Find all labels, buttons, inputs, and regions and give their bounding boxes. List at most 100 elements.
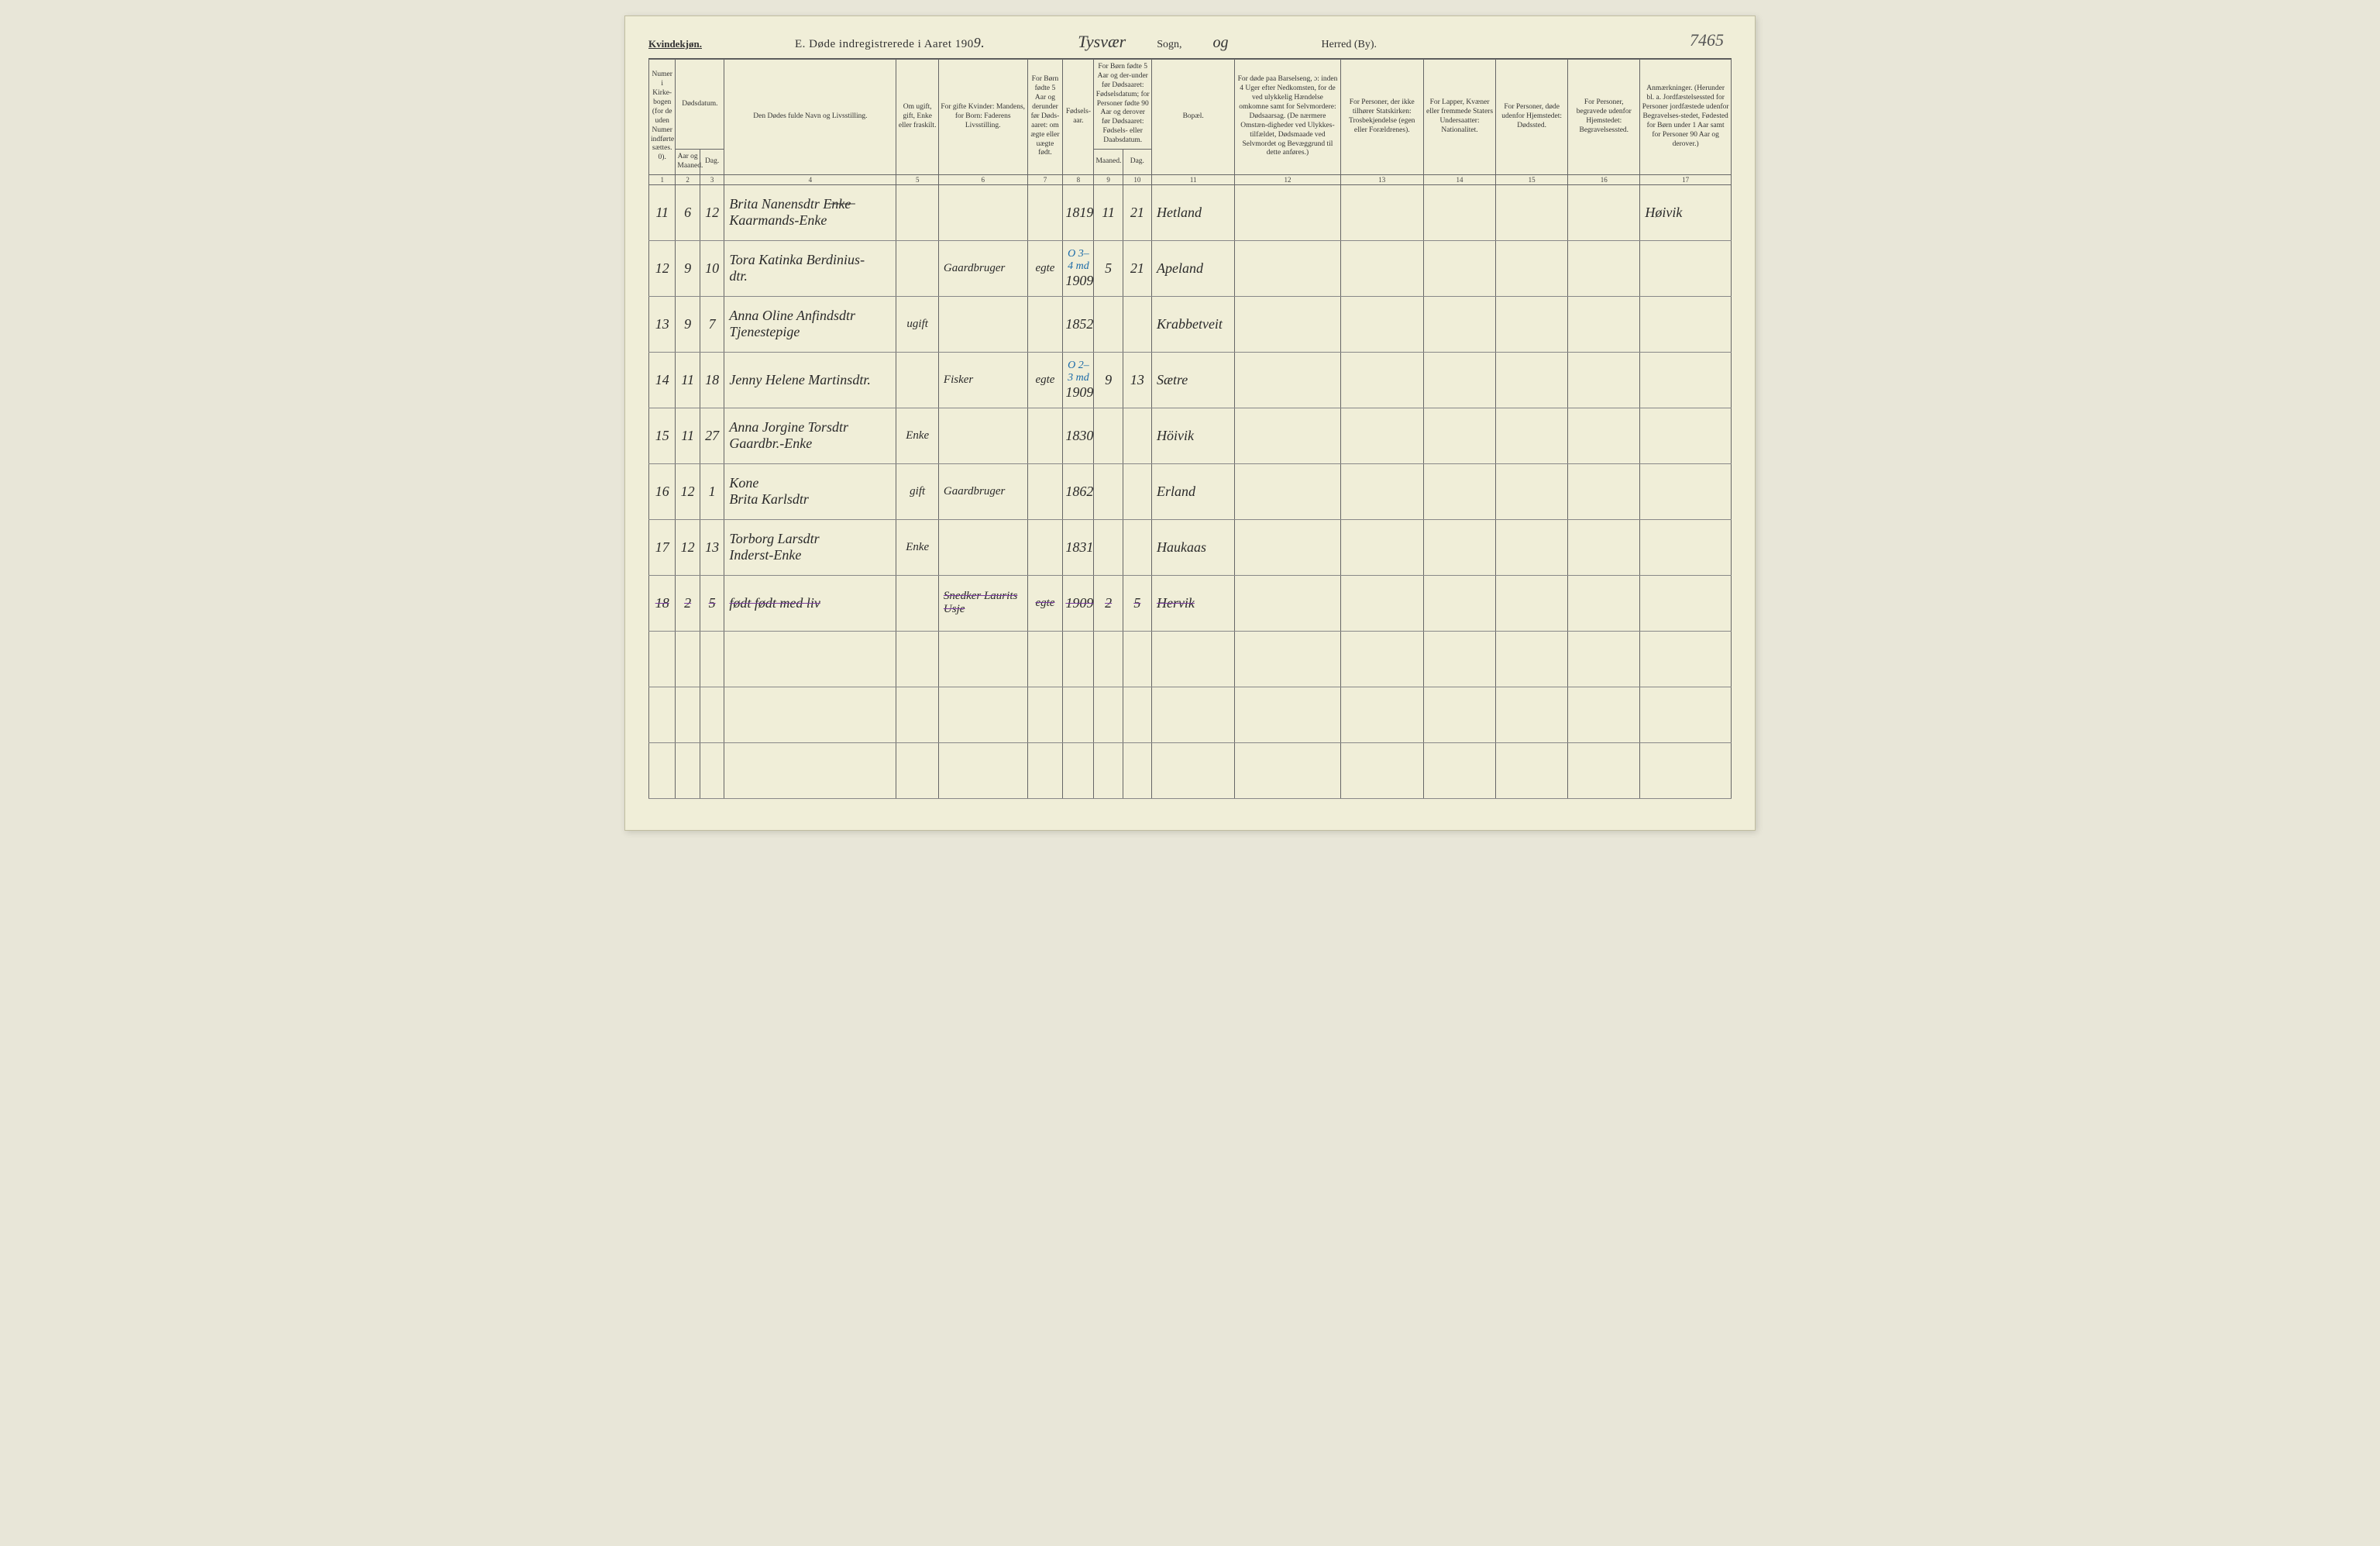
remarks <box>1640 296 1732 352</box>
page-header: Kvindekjøn. E. Døde indregistrerede i Aa… <box>648 32 1732 52</box>
table-row-blank <box>649 742 1732 798</box>
ledger-table: Numer i Kirke-bogen (for de uden Numer i… <box>648 59 1732 799</box>
nationality <box>1423 408 1495 463</box>
legitimacy <box>1027 463 1063 519</box>
blank-cell <box>938 631 1027 687</box>
legitimacy <box>1027 519 1063 575</box>
blank-cell <box>1568 742 1640 798</box>
father-occupation: Gaardbruger <box>938 240 1027 296</box>
death-place <box>1496 352 1568 408</box>
death-place <box>1496 408 1568 463</box>
death-place <box>1496 184 1568 240</box>
remarks <box>1640 575 1732 631</box>
blank-cell <box>1123 742 1151 798</box>
blank-cell <box>1027 742 1063 798</box>
birth-day <box>1123 519 1151 575</box>
table-row: 151127Anna Jorgine TorsdtrGaardbr.-EnkeE… <box>649 408 1732 463</box>
table-row: 16121KoneBrita KarlsdtrgiftGaardbruger18… <box>649 463 1732 519</box>
col-header-17: Anmærkninger. (Herunder bl. a. Jordfæste… <box>1640 60 1732 175</box>
birth-month <box>1094 296 1123 352</box>
legitimacy: egte <box>1027 575 1063 631</box>
name-occupation: KoneBrita Karlsdtr <box>724 463 896 519</box>
burial-place <box>1568 575 1640 631</box>
birth-month <box>1094 463 1123 519</box>
age-annotation: O 2–3 md <box>1065 360 1091 384</box>
blank-cell <box>1640 742 1732 798</box>
name-occupation: Anna Oline AnfindsdtrTjenestepige <box>724 296 896 352</box>
col-header-9-top: For Børn fødte 5 Aar og der-under før Dø… <box>1094 60 1151 150</box>
table-row: 141118Jenny Helene Martinsdtr.Fiskeregte… <box>649 352 1732 408</box>
birth-year: 1852 <box>1063 296 1094 352</box>
col-header-1: Numer i Kirke-bogen (for de uden Numer i… <box>649 60 676 175</box>
sogn-label: Sogn, <box>1157 39 1181 51</box>
blank-cell <box>1496 742 1568 798</box>
blank-cell <box>1340 742 1423 798</box>
col-header-16: For Personer, begravede udenfor Hjemsted… <box>1568 60 1640 175</box>
death-day: 18 <box>700 352 724 408</box>
death-cause <box>1235 184 1340 240</box>
death-cause <box>1235 352 1340 408</box>
death-place <box>1496 519 1568 575</box>
birth-year: 1862 <box>1063 463 1094 519</box>
nationality <box>1423 352 1495 408</box>
blank-cell <box>1063 631 1094 687</box>
residence: Höivik <box>1151 408 1234 463</box>
col-header-6: For gifte Kvinder: Mandens, for Born: Fa… <box>938 60 1027 175</box>
death-month: 9 <box>676 296 700 352</box>
blank-cell <box>676 687 700 742</box>
col-header-14: For Lapper, Kvæner eller fremmede Stater… <box>1423 60 1495 175</box>
death-cause <box>1235 575 1340 631</box>
death-cause <box>1235 296 1340 352</box>
table-body: 11612Brita Nanensdtr E̶n̶k̶e̶Kaarmands-E… <box>649 184 1732 798</box>
legitimacy: egte <box>1027 240 1063 296</box>
death-month: 11 <box>676 352 700 408</box>
confession <box>1340 184 1423 240</box>
blank-cell <box>1235 687 1340 742</box>
death-place <box>1496 296 1568 352</box>
column-number: 4 <box>724 174 896 184</box>
death-day: 5 <box>700 575 724 631</box>
herred-label: Herred (By). <box>1322 39 1377 51</box>
death-month: 2 <box>676 575 700 631</box>
father-occupation: Gaardbruger <box>938 463 1027 519</box>
legitimacy <box>1027 296 1063 352</box>
column-number: 17 <box>1640 174 1732 184</box>
birth-day <box>1123 408 1151 463</box>
entry-number: 15 <box>649 408 676 463</box>
blank-cell <box>1151 687 1234 742</box>
civil-status: ugift <box>896 296 938 352</box>
birth-month: 2 <box>1094 575 1123 631</box>
blank-cell <box>724 687 896 742</box>
og-handwritten: og <box>1213 34 1229 52</box>
blank-cell <box>1423 742 1495 798</box>
death-month: 12 <box>676 519 700 575</box>
table-row-blank <box>649 687 1732 742</box>
column-number: 2 <box>676 174 700 184</box>
column-number: 12 <box>1235 174 1340 184</box>
blank-cell <box>938 742 1027 798</box>
blank-cell <box>1496 687 1568 742</box>
blank-cell <box>649 742 676 798</box>
column-number: 13 <box>1340 174 1423 184</box>
nationality <box>1423 184 1495 240</box>
blank-cell <box>649 631 676 687</box>
death-day: 13 <box>700 519 724 575</box>
ledger-page: 7465 Kvindekjøn. E. Døde indregistrerede… <box>624 15 1756 831</box>
remarks <box>1640 463 1732 519</box>
civil-status <box>896 184 938 240</box>
death-cause <box>1235 463 1340 519</box>
death-month: 9 <box>676 240 700 296</box>
remarks <box>1640 408 1732 463</box>
residence: Hervik <box>1151 575 1234 631</box>
legitimacy: egte <box>1027 352 1063 408</box>
birth-year: O 3–4 md1909 <box>1063 240 1094 296</box>
civil-status <box>896 352 938 408</box>
blank-cell <box>896 631 938 687</box>
birth-month <box>1094 408 1123 463</box>
confession <box>1340 408 1423 463</box>
table-row: 12910Tora Katinka Berdinius-dtr.Gaardbru… <box>649 240 1732 296</box>
death-place <box>1496 240 1568 296</box>
col-header-15: For Personer, døde udenfor Hjemstedet: D… <box>1496 60 1568 175</box>
col-header-9b: Dag. <box>1123 149 1151 174</box>
birth-day <box>1123 463 1151 519</box>
